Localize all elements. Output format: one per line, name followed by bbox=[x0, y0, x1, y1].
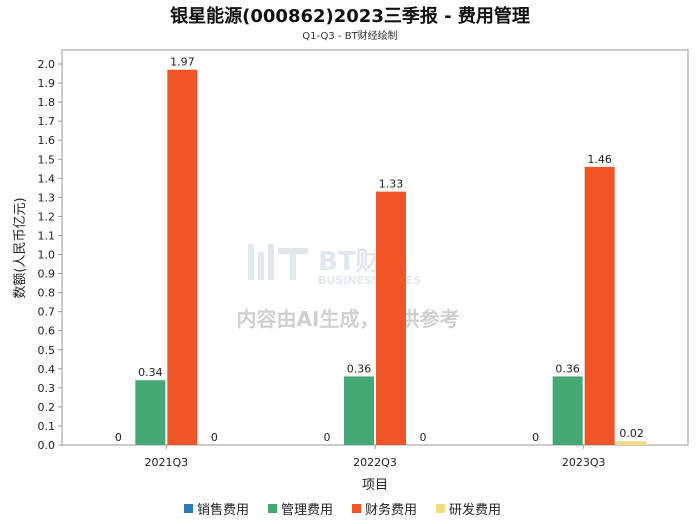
bar-data-label: 1.46 bbox=[587, 153, 612, 166]
y-tick-label: 1.6 bbox=[38, 134, 56, 147]
watermark-notice: 内容由AI生成，仅供参考 bbox=[237, 307, 460, 331]
bar bbox=[584, 166, 615, 445]
y-axis-label: 数额(人民币亿元) bbox=[13, 197, 28, 298]
bar bbox=[344, 376, 374, 445]
legend-label: 管理费用 bbox=[281, 503, 333, 518]
y-tick-label: 0.1 bbox=[38, 420, 56, 433]
y-tick-label: 0.9 bbox=[38, 268, 56, 281]
bar-data-label: 0.02 bbox=[619, 427, 644, 440]
chart-subtitle: Q1-Q3 - BT财经绘制 bbox=[302, 31, 398, 42]
bar-data-label: 0.34 bbox=[138, 366, 163, 379]
bar-data-label: 1.33 bbox=[379, 178, 404, 191]
y-tick-label: 0.6 bbox=[38, 325, 56, 338]
legend-swatch bbox=[436, 504, 445, 513]
x-tick-label: 2021Q3 bbox=[145, 456, 189, 469]
legend-label: 财务费用 bbox=[365, 502, 417, 518]
y-tick-label: 0.7 bbox=[38, 306, 56, 319]
x-tick-label: 2023Q3 bbox=[562, 456, 606, 469]
bar bbox=[616, 441, 647, 445]
legend-label: 研发费用 bbox=[449, 502, 501, 518]
bar-data-label: 1.97 bbox=[170, 56, 195, 69]
bar-data-label: 0.36 bbox=[347, 362, 372, 375]
x-tick-label: 2022Q3 bbox=[353, 456, 397, 469]
bar bbox=[135, 380, 166, 445]
y-tick-label: 1.7 bbox=[38, 115, 56, 128]
y-tick-label: 0.0 bbox=[38, 439, 56, 452]
y-tick-label: 1.9 bbox=[38, 77, 56, 90]
legend-label: 销售费用 bbox=[197, 502, 249, 518]
legend-swatch bbox=[184, 504, 193, 513]
y-tick-label: 0.5 bbox=[38, 344, 56, 357]
y-axis: 0.0 0.1 0.2 0.3 0.4 0.5 0.6 0.7 0.8 0.9 1.0 1.1 1.2 1… bbox=[38, 58, 62, 452]
y-tick-label: 0.3 bbox=[38, 382, 56, 395]
bar-data-label: 0 bbox=[324, 431, 331, 444]
bar-data-label: 0 bbox=[115, 431, 122, 444]
y-tick-label: 1.3 bbox=[38, 191, 56, 204]
x-axis-label: 项目 bbox=[362, 478, 388, 493]
y-tick-label: 0.4 bbox=[38, 363, 56, 376]
bar-data-label: 0 bbox=[420, 431, 427, 444]
bar bbox=[552, 376, 583, 445]
y-tick-label: 0.2 bbox=[38, 401, 56, 414]
legend: 销售费用 管理费用 财务费用 研发费用 bbox=[184, 502, 501, 518]
y-tick-label: 2.0 bbox=[38, 58, 56, 71]
bar bbox=[376, 191, 406, 445]
y-tick-label: 1.8 bbox=[38, 96, 56, 109]
bar bbox=[167, 69, 198, 445]
bars-group bbox=[135, 69, 647, 445]
y-tick-label: 1.5 bbox=[38, 153, 56, 166]
bar-data-label: 0 bbox=[532, 431, 539, 444]
y-tick-label: 1.2 bbox=[38, 210, 56, 223]
x-axis: 2021Q3 2022Q3 2023Q3 bbox=[145, 445, 606, 469]
legend-swatch bbox=[268, 504, 277, 513]
legend-swatch bbox=[352, 504, 361, 513]
bar-data-label: 0.36 bbox=[555, 362, 580, 375]
data-labels-group: 0 0.34 1.97 0 0 0.36 1.33 0 0 0.36 1.46 0.02 bbox=[115, 56, 644, 444]
chart-title: 银星能源(000862)2023三季报 - 费用管理 bbox=[170, 6, 530, 27]
bar-data-label: 0 bbox=[211, 431, 218, 444]
y-tick-label: 1.0 bbox=[38, 249, 56, 262]
y-tick-label: 0.8 bbox=[38, 287, 56, 300]
y-tick-label: 1.1 bbox=[38, 229, 56, 242]
y-tick-label: 1.4 bbox=[38, 172, 56, 185]
